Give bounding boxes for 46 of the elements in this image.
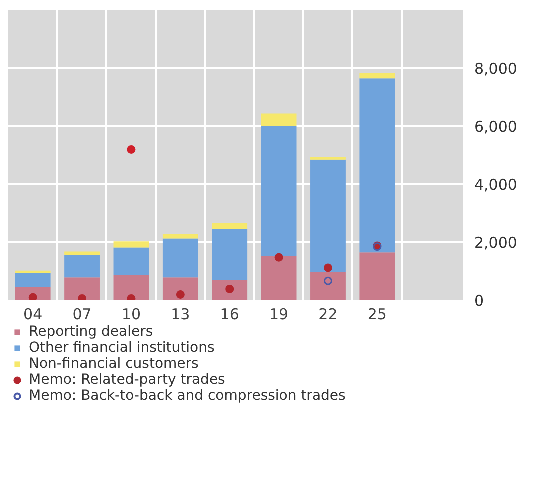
point bbox=[127, 145, 136, 154]
bar bbox=[360, 78, 396, 253]
bar bbox=[64, 252, 100, 256]
legend-label: Other financial institutions bbox=[29, 340, 215, 356]
bar bbox=[212, 223, 248, 230]
x-tick-label: 25 bbox=[368, 306, 387, 324]
x-tick-label: 04 bbox=[24, 306, 43, 324]
y-tick-label: 4,000 bbox=[474, 176, 518, 194]
bar bbox=[261, 114, 297, 126]
point bbox=[324, 276, 332, 286]
bar bbox=[212, 280, 248, 300]
x-tick-label: 10 bbox=[122, 306, 142, 324]
bar bbox=[64, 256, 100, 278]
bar bbox=[310, 156, 346, 160]
bar bbox=[212, 229, 248, 280]
legend-label: Non-financial customers bbox=[29, 356, 199, 372]
y-tick-label: 6,000 bbox=[474, 118, 518, 136]
point bbox=[176, 290, 185, 299]
bar bbox=[261, 256, 297, 300]
bar bbox=[114, 274, 150, 300]
bar bbox=[114, 242, 150, 248]
bar bbox=[114, 248, 150, 275]
y-tick-label: 0 bbox=[474, 292, 484, 310]
x-tick-label: 16 bbox=[220, 306, 240, 324]
bar bbox=[360, 252, 396, 300]
bar bbox=[310, 272, 346, 300]
bar bbox=[15, 270, 51, 274]
x-tick-label: 19 bbox=[269, 306, 289, 324]
y-tick-label: 2,000 bbox=[474, 234, 518, 252]
legend-label: Memo: Back-to-back and compression trades bbox=[29, 388, 346, 404]
x-tick-label: 07 bbox=[72, 306, 92, 324]
x-tick-label: 13 bbox=[171, 306, 190, 324]
legend-label: Memo: Related-party trades bbox=[29, 372, 226, 388]
bar bbox=[162, 234, 198, 239]
bar bbox=[162, 278, 198, 300]
point bbox=[324, 264, 332, 272]
legend-label: Reporting dealers bbox=[29, 324, 154, 340]
x-tick-label: 22 bbox=[318, 306, 338, 324]
bar bbox=[162, 238, 198, 278]
bar bbox=[360, 73, 396, 79]
bar bbox=[261, 126, 297, 256]
bar bbox=[64, 278, 100, 300]
y-tick-label: 8,000 bbox=[474, 60, 518, 78]
point bbox=[274, 253, 284, 262]
bar bbox=[310, 160, 346, 272]
bar bbox=[15, 274, 51, 288]
